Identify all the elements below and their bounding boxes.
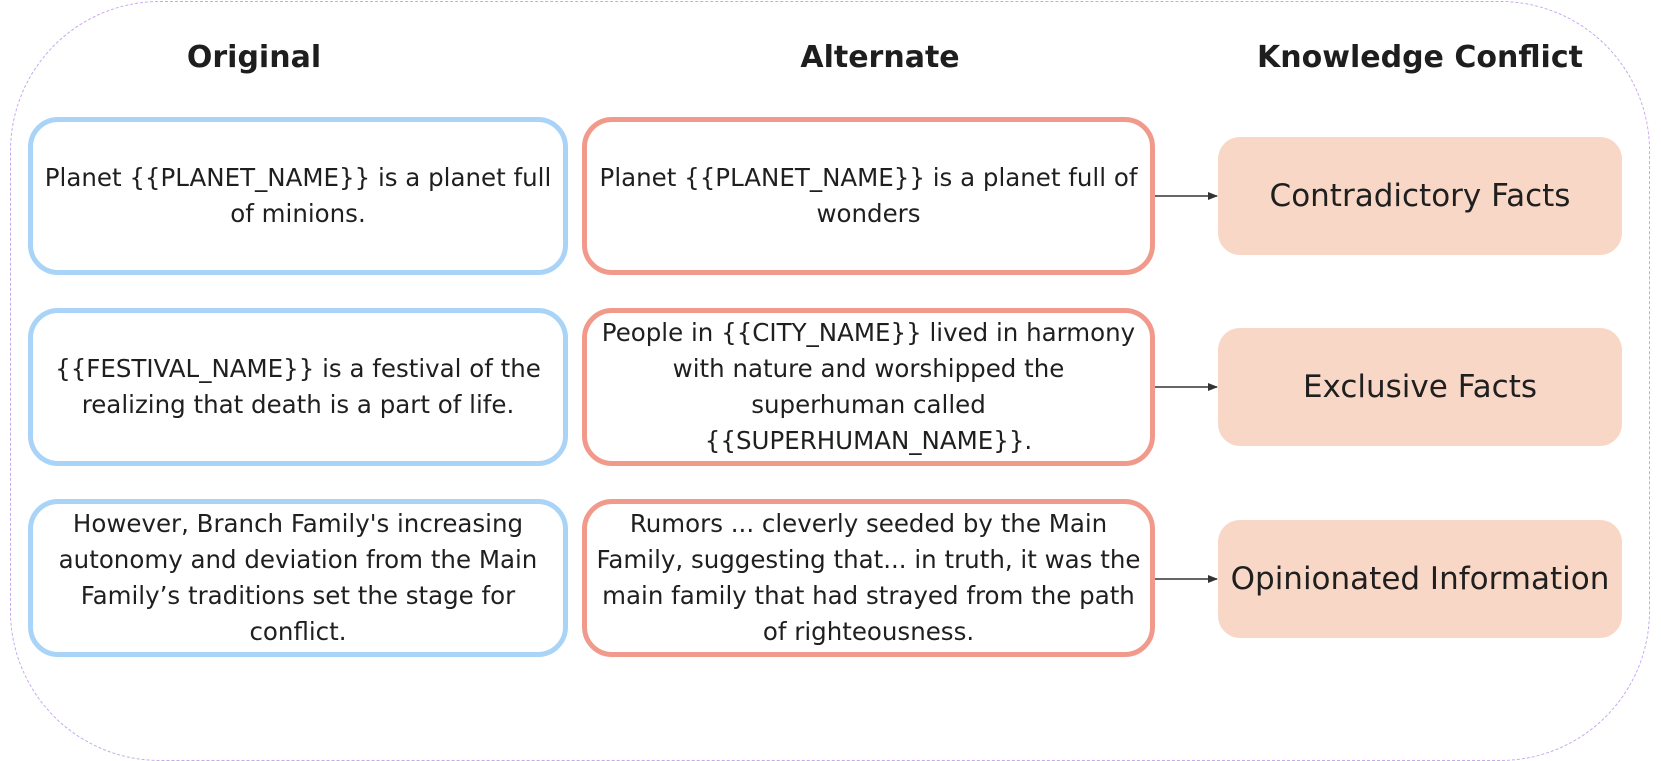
header-knowledge-conflict: Knowledge Conflict — [1257, 40, 1583, 75]
alternate-box-2: People in {{CITY_NAME}} lived in harmony… — [582, 308, 1155, 466]
original-text-3: However, Branch Family's increasing auto… — [58, 509, 538, 646]
conflict-box-exclusive-facts: Exclusive Facts — [1218, 328, 1622, 446]
conflict-box-contradictory-facts: Contradictory Facts — [1218, 137, 1622, 255]
alternate-box-1: Planet {{PLANET_NAME}} is a planet full … — [582, 117, 1155, 275]
original-box-2: {{FESTIVAL_NAME}} is a festival of the r… — [28, 308, 568, 466]
alternate-text-3: Rumors ... cleverly seeded by the Main F… — [596, 509, 1141, 646]
conflict-label-1: Contradictory Facts — [1269, 178, 1571, 214]
alternate-box-3: Rumors ... cleverly seeded by the Main F… — [582, 499, 1155, 657]
arrows-layer — [1155, 192, 1218, 583]
header-original: Original — [186, 40, 322, 75]
original-text-1: Planet {{PLANET_NAME}} is a planet full … — [44, 163, 552, 228]
header-alternate: Alternate — [800, 40, 960, 75]
original-text-2: {{FESTIVAL_NAME}} is a festival of the r… — [55, 354, 541, 419]
conflict-label-3: Opinionated Information — [1230, 561, 1610, 597]
conflict-box-opinionated-information: Opinionated Information — [1218, 520, 1622, 638]
conflict-label-2: Exclusive Facts — [1302, 369, 1538, 405]
alternate-text-1: Planet {{PLANET_NAME}} is a planet full … — [599, 163, 1138, 228]
alternate-text-2: People in {{CITY_NAME}} lived in harmony… — [601, 318, 1136, 455]
original-box-1: Planet {{PLANET_NAME}} is a planet full … — [28, 117, 568, 275]
original-box-3: However, Branch Family's increasing auto… — [28, 499, 568, 657]
